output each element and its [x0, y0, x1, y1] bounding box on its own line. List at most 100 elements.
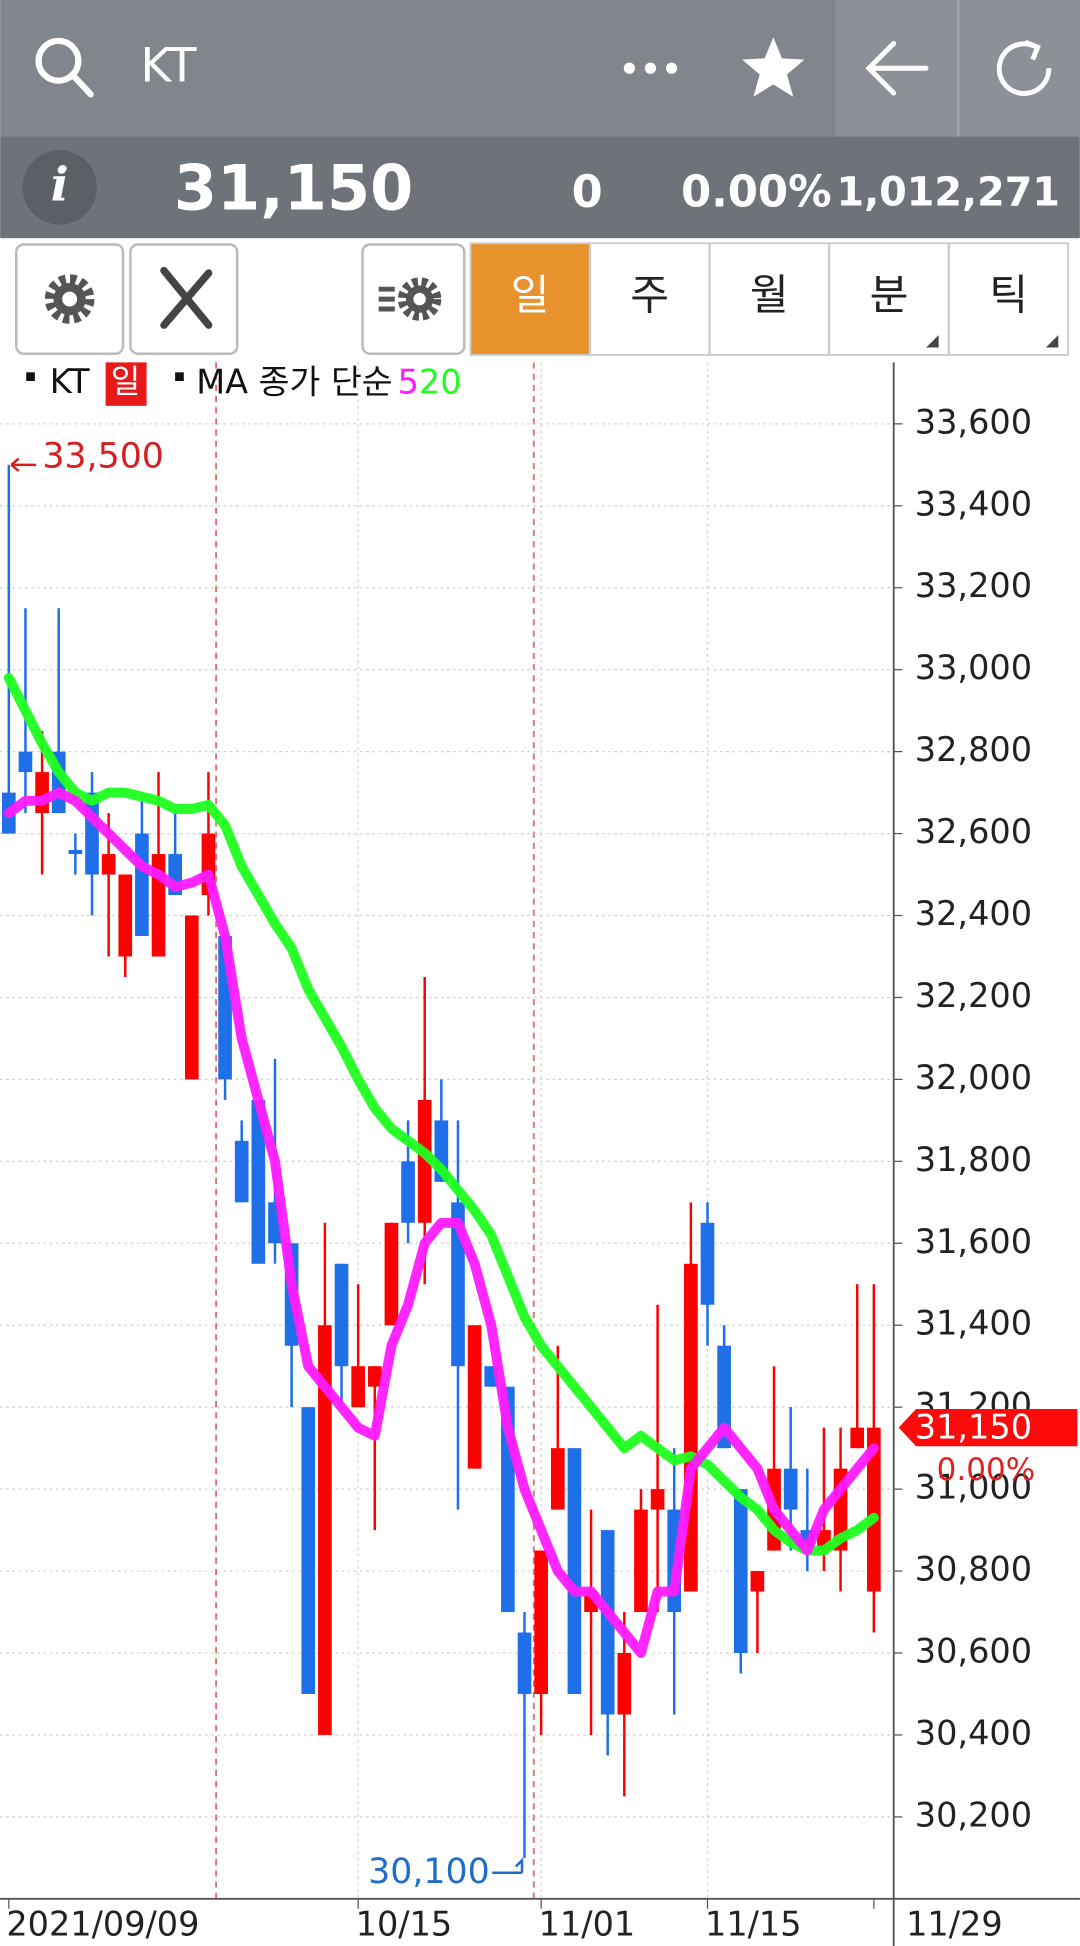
y-tick-label: 32,800 — [915, 730, 1032, 769]
candle-body — [367, 1366, 382, 1387]
star-icon[interactable] — [742, 37, 805, 97]
candle-body — [384, 1222, 399, 1326]
y-tick-label: 32,600 — [915, 812, 1032, 851]
y-tick-label: 30,200 — [915, 1795, 1032, 1834]
tab-label: 틱 — [989, 270, 1028, 319]
legend-ma-label: MA 종가 단순 — [196, 362, 392, 401]
tab-corner — [1045, 335, 1059, 348]
candle-body — [650, 1489, 665, 1510]
last-price-label: 31,150 — [915, 1407, 1032, 1446]
legend: KT 일 MA 종가 단순 520 — [26, 362, 462, 406]
price: 31,150 — [174, 151, 413, 224]
candle-body — [318, 1325, 332, 1735]
candle-body — [251, 1099, 266, 1264]
high-marker — [10, 457, 37, 472]
y-tick-label: 31,400 — [915, 1304, 1032, 1343]
quote-bar — [0, 136, 1080, 239]
ma-line — [3, 672, 879, 1556]
search-icon[interactable] — [35, 37, 94, 98]
more-icon[interactable] — [623, 62, 678, 74]
low-marker — [492, 1857, 524, 1875]
candle-body — [68, 849, 83, 855]
legend-bullet — [26, 372, 35, 382]
candle-body — [567, 1448, 582, 1694]
period-tab[interactable] — [469, 242, 591, 356]
legend-bullet — [175, 372, 184, 382]
candle-body — [301, 1407, 316, 1694]
candle-body — [700, 1222, 715, 1305]
candle-body — [351, 1366, 365, 1408]
title: KT — [140, 38, 196, 93]
y-tick-label: 33,000 — [915, 648, 1032, 687]
candle-body — [850, 1427, 865, 1449]
legend-period: 일 — [111, 362, 141, 400]
candle-body — [18, 751, 33, 773]
candle-body — [600, 1530, 615, 1715]
period-tab[interactable] — [708, 242, 830, 356]
candle-body — [783, 1468, 798, 1510]
back-icon[interactable] — [865, 40, 929, 96]
y-tick-label: 31,600 — [915, 1222, 1032, 1261]
info-icon: i — [51, 158, 69, 213]
low-label: 30,100 — [368, 1852, 490, 1892]
candle-body — [517, 1632, 532, 1694]
x-tick-label: 2021/09/09 — [6, 1905, 199, 1944]
candle-body — [617, 1653, 632, 1715]
candle-body — [733, 1489, 748, 1654]
candle-body — [534, 1550, 548, 1694]
y-tick-label: 32,000 — [915, 1058, 1032, 1097]
last-change-label: 0.00% — [937, 1452, 1036, 1488]
gear-icon — [44, 274, 95, 324]
high-label: 33,500 — [42, 436, 164, 476]
y-tick-label: 33,200 — [915, 566, 1032, 605]
x-tick-label: 10/15 — [356, 1905, 453, 1944]
x-tick-label: 11/01 — [539, 1905, 636, 1944]
candle-body — [867, 1427, 881, 1592]
y-tick-label: 32,400 — [915, 894, 1032, 933]
period-tab[interactable] — [948, 242, 1070, 356]
info-button[interactable] — [22, 150, 97, 225]
volume: 1,012,271 — [836, 169, 1060, 215]
legend-period-box — [105, 362, 147, 406]
last-price-tag — [898, 1409, 1078, 1447]
tools-icon — [160, 266, 213, 329]
y-tick-label: 31,000 — [915, 1468, 1032, 1507]
candle-body — [234, 1140, 249, 1203]
y-tick-label: 33,400 — [915, 484, 1032, 523]
candle-body — [634, 1509, 648, 1613]
candle-body — [750, 1571, 765, 1592]
period-tab[interactable] — [828, 242, 950, 356]
candle-body — [417, 1099, 432, 1223]
candle-body — [684, 1263, 698, 1592]
y-tick-label: 31,800 — [915, 1140, 1032, 1179]
candle-body — [184, 915, 199, 1080]
candle-body — [334, 1263, 349, 1367]
y-tick-label: 33,600 — [915, 402, 1032, 441]
legend-series: 20 — [419, 362, 462, 401]
change-pct: 0.00% — [681, 167, 832, 217]
candle-body — [467, 1325, 482, 1469]
tab-label: 월 — [750, 270, 789, 319]
candle-body — [135, 833, 149, 936]
legend-series: 5 — [398, 362, 419, 401]
legend-symbol: KT — [50, 362, 90, 401]
tab-label: 일 — [511, 270, 550, 319]
candle-body — [717, 1345, 731, 1449]
candle-body — [101, 854, 116, 875]
y-tick-label: 30,400 — [915, 1713, 1032, 1752]
x-tick-label: 11/15 — [705, 1905, 802, 1944]
tab-label: 분 — [870, 270, 909, 319]
ma-line — [3, 787, 879, 1658]
y-tick-label: 32,200 — [915, 976, 1032, 1015]
tab-label: 주 — [630, 270, 669, 319]
candle-body — [118, 874, 133, 957]
candle-body — [401, 1161, 415, 1223]
y-tick-label: 30,600 — [915, 1632, 1032, 1671]
legend-ma: MA 종가 단순 520 — [196, 362, 461, 401]
change: 0 — [572, 166, 603, 218]
x-tick-label: 11/29 — [906, 1905, 1003, 1944]
refresh-icon[interactable] — [996, 39, 1052, 96]
